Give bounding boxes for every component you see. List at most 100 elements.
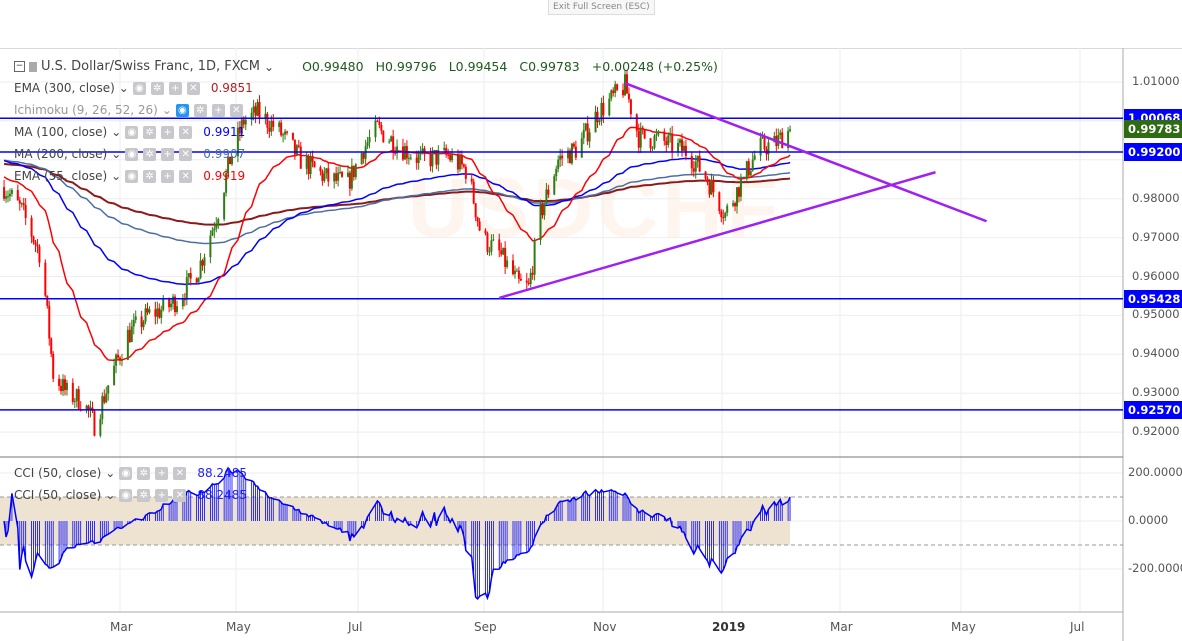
indicator-label[interactable]: CCI (50, close) — [14, 466, 102, 480]
indicator-label[interactable]: EMA (55, close) — [14, 169, 108, 183]
candle-body — [348, 172, 351, 189]
candle-body — [215, 224, 218, 229]
candle-body — [189, 273, 192, 279]
candle-body — [120, 359, 123, 361]
candle-body — [217, 219, 220, 225]
candle-body — [680, 139, 683, 151]
time-tick-label: Mar — [110, 620, 133, 634]
plus-icon[interactable]: + — [161, 147, 175, 161]
indicator-label[interactable]: MA (100, close) — [14, 125, 108, 139]
chevron-down-icon[interactable]: ⌄ — [105, 466, 116, 480]
candle-body — [48, 305, 51, 339]
eye-icon[interactable]: ◉ — [132, 81, 146, 95]
gear-icon[interactable]: ✲ — [150, 81, 164, 95]
ma100-line — [3, 157, 791, 286]
candle-body — [140, 316, 143, 328]
candle-body — [720, 211, 723, 218]
gear-icon[interactable]: ✲ — [143, 125, 157, 139]
candle-body — [390, 136, 393, 142]
chevron-down-icon[interactable]: ⌄ — [111, 147, 122, 161]
candle-body — [270, 120, 273, 132]
plus-icon[interactable]: + — [161, 125, 175, 139]
close-icon[interactable]: ✕ — [179, 169, 193, 183]
candle-body — [225, 173, 228, 193]
candle-body — [456, 154, 459, 170]
plus-icon[interactable]: + — [161, 169, 175, 183]
chevron-down-icon[interactable]: ⌄ — [264, 59, 275, 74]
indicator-label[interactable]: EMA (300, close) — [14, 81, 115, 95]
candle-body — [401, 146, 404, 160]
gear-icon[interactable]: ✲ — [137, 466, 151, 480]
candle-body — [354, 164, 357, 178]
exit-fullscreen-button[interactable]: Exit Full Screen (ESC) — [548, 0, 655, 15]
candle-body — [710, 179, 713, 195]
gear-icon[interactable]: ✲ — [137, 488, 151, 502]
close-icon[interactable]: ✕ — [179, 125, 193, 139]
chevron-down-icon[interactable]: ⌄ — [111, 169, 122, 183]
candle-body — [486, 233, 489, 252]
candle-body — [46, 295, 49, 306]
candle-body — [174, 296, 177, 313]
candle-body — [718, 192, 721, 212]
indicator-label[interactable]: CCI (50, close) — [14, 488, 102, 502]
candle-body — [236, 127, 239, 157]
plus-icon[interactable]: + — [168, 81, 182, 95]
candle-body — [380, 124, 383, 131]
symbol-watermark: USDCHF — [408, 161, 782, 255]
eye-icon[interactable]: ◉ — [119, 488, 133, 502]
chevron-down-icon[interactable]: ⌄ — [111, 125, 122, 139]
close-icon[interactable]: ✕ — [173, 488, 187, 502]
price-tick-label: 0.95000 — [1132, 307, 1180, 322]
eye-icon[interactable]: ◉ — [125, 169, 139, 183]
close-icon[interactable]: ✕ — [229, 103, 243, 117]
price-label: 0.95428 — [1124, 289, 1182, 308]
eye-icon[interactable]: ◉ — [125, 125, 139, 139]
candle-body — [307, 156, 310, 175]
eye-icon[interactable]: ◉ — [125, 147, 139, 161]
close-icon[interactable]: ✕ — [173, 466, 187, 480]
candle-body — [268, 127, 271, 132]
eye-icon[interactable]: ◉ — [119, 466, 133, 480]
candle-body — [319, 167, 322, 172]
candle-body — [749, 170, 752, 176]
plus-icon[interactable]: + — [155, 466, 169, 480]
candle-body — [789, 129, 792, 131]
candle-body — [73, 401, 76, 403]
collapse-icon[interactable]: − — [14, 61, 25, 72]
candle-body — [600, 102, 603, 121]
chevron-down-icon[interactable]: ⌄ — [161, 103, 172, 117]
candle-body — [419, 152, 422, 155]
indicator-value: 0.9851 — [210, 81, 253, 95]
indicator-label[interactable]: Ichimoku (9, 26, 52, 26) — [14, 103, 158, 117]
indicator-label[interactable]: MA (200, close) — [14, 147, 108, 161]
close-icon[interactable]: ✕ — [179, 147, 193, 161]
gear-icon[interactable]: ✲ — [143, 147, 157, 161]
eye-icon[interactable]: ◉ — [175, 103, 189, 117]
close-value: C0.99783 — [519, 59, 580, 74]
price-label: 0.92570 — [1124, 400, 1182, 419]
price-tick-label: 1.01000 — [1132, 74, 1180, 88]
chevron-down-icon[interactable]: ⌄ — [105, 488, 116, 502]
candle-body — [115, 354, 118, 366]
candle-body — [50, 338, 53, 354]
candle-body — [655, 134, 658, 136]
plus-icon[interactable]: + — [211, 103, 225, 117]
price-tick-label: 0.98000 — [1132, 190, 1180, 205]
candle-body — [639, 127, 642, 148]
candle-body — [160, 310, 163, 318]
candle-body — [447, 154, 450, 156]
candle-body — [547, 189, 550, 195]
symbol-title[interactable]: U.S. Dollar/Swiss Franc, 1D, FXCM — [41, 59, 260, 74]
close-icon[interactable]: ✕ — [186, 81, 200, 95]
gear-icon[interactable]: ✲ — [193, 103, 207, 117]
candle-body — [309, 156, 312, 175]
gear-icon[interactable]: ✲ — [143, 169, 157, 183]
candle-body — [242, 119, 245, 125]
candle-body — [458, 155, 461, 170]
candle-body — [134, 316, 137, 321]
chevron-down-icon[interactable]: ⌄ — [118, 81, 129, 95]
candle-body — [407, 157, 410, 159]
candle-body — [614, 84, 617, 93]
plus-icon[interactable]: + — [155, 488, 169, 502]
